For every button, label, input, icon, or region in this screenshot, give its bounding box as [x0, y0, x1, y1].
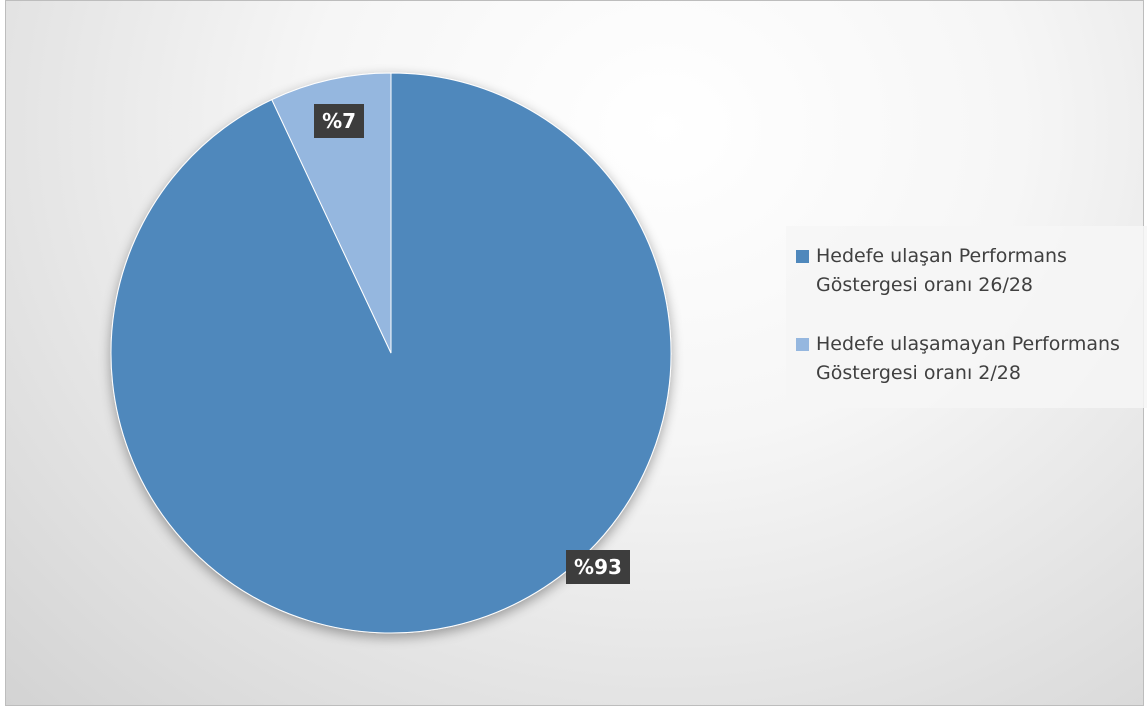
pie-slice-1[interactable]	[271, 72, 392, 354]
data-label-7: %7	[314, 103, 365, 138]
chart-area: %93 %7 Hedefe ulaşan Performans Gösterge…	[5, 0, 1147, 706]
legend-label-reached: Hedefe ulaşan Performans Göstergesi oran…	[816, 245, 1067, 296]
legend: Hedefe ulaşan Performans Göstergesi oran…	[786, 226, 1147, 408]
legend-swatch-not-reached	[796, 338, 809, 351]
pie-slice-0[interactable]	[110, 72, 672, 634]
legend-item-reached[interactable]: Hedefe ulaşan Performans Göstergesi oran…	[796, 242, 1146, 300]
legend-item-not-reached[interactable]: Hedefe ulaşamayan Performans Göstergesi …	[796, 330, 1146, 388]
data-label-93: %93	[566, 550, 630, 585]
legend-swatch-reached	[796, 250, 809, 263]
legend-label-not-reached: Hedefe ulaşamayan Performans Göstergesi …	[816, 333, 1120, 384]
pie-chart	[110, 72, 672, 634]
